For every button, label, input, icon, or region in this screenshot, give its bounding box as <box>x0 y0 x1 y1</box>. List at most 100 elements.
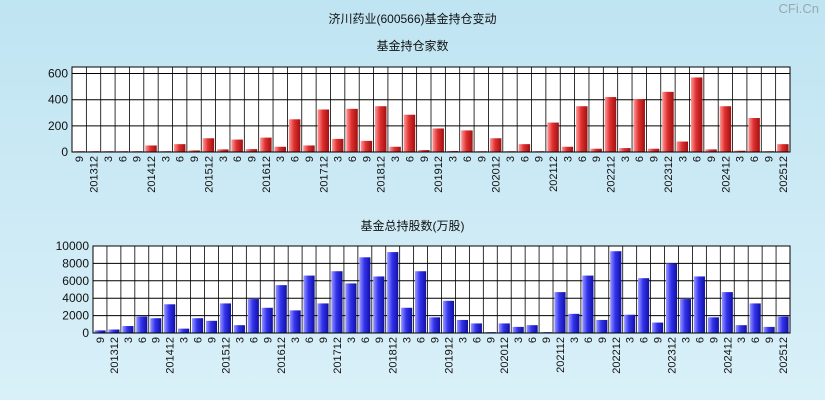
x-tick-label: 202512 <box>778 156 790 193</box>
bar <box>188 150 200 152</box>
x-tick-label: 201712 <box>318 156 330 193</box>
y-tick-label: 4000 <box>62 291 89 305</box>
bar <box>763 326 775 333</box>
bar <box>647 148 660 152</box>
bar <box>202 138 215 152</box>
bar <box>303 275 315 333</box>
x-tick-label: 3 <box>103 156 115 162</box>
bar <box>247 299 259 333</box>
x-tick-label: 202112 <box>548 156 560 192</box>
bar <box>568 313 580 333</box>
bar <box>596 319 608 333</box>
x-tick-label: 9 <box>708 337 720 343</box>
bar <box>317 303 329 333</box>
x-tick-label: 202512 <box>778 337 790 374</box>
bar <box>275 285 287 333</box>
x-tick-label: 6 <box>749 156 761 162</box>
bar <box>359 257 371 333</box>
bar <box>136 316 148 333</box>
y-tick-label: 0 <box>61 145 68 159</box>
x-tick-label: 3 <box>625 337 637 343</box>
x-tick-label: 9 <box>649 156 661 162</box>
x-tick-label: 3 <box>290 337 302 343</box>
bar <box>289 310 301 333</box>
bar <box>651 322 664 333</box>
x-tick-label: 9 <box>262 337 274 343</box>
bar <box>719 106 732 152</box>
x-tick-label: 3 <box>735 156 747 162</box>
bar <box>619 148 631 152</box>
bar <box>191 318 204 333</box>
bar <box>665 263 678 333</box>
bar <box>331 271 343 333</box>
bar <box>679 299 692 333</box>
x-tick-label: 3 <box>123 337 135 343</box>
x-tick-label: 202012 <box>499 337 511 374</box>
bar <box>576 106 588 152</box>
bar <box>470 323 482 333</box>
bar <box>518 144 531 152</box>
bar <box>749 303 761 333</box>
x-tick-label: 201512 <box>203 156 215 193</box>
bar <box>219 303 232 333</box>
y-tick-label: 400 <box>48 93 68 107</box>
bar <box>733 150 746 152</box>
x-tick-label: 201412 <box>146 156 158 193</box>
x-tick-label: 3 <box>620 156 632 162</box>
bar <box>590 148 602 152</box>
x-tick-label: 3 <box>160 156 172 162</box>
bar <box>164 304 176 333</box>
x-tick-label: 201912 <box>433 156 445 193</box>
plot-border-1 <box>71 66 791 153</box>
x-tick-label: 6 <box>462 156 474 162</box>
x-tick-label: 201312 <box>89 156 101 193</box>
y-tick-label: 200 <box>48 119 68 133</box>
x-tick-label: 6 <box>527 337 539 343</box>
bar <box>624 314 636 333</box>
x-tick-label: 9 <box>151 337 163 343</box>
x-tick-label: 6 <box>404 156 416 162</box>
bar <box>415 271 427 333</box>
x-tick-label: 9 <box>534 156 546 162</box>
x-tick-label: 201712 <box>332 337 344 374</box>
bar <box>735 325 747 333</box>
x-tick-label: 9 <box>485 337 497 343</box>
bar <box>604 97 617 152</box>
x-tick-label: 202212 <box>606 156 618 193</box>
x-tick-label: 9 <box>374 337 386 343</box>
x-tick-label: 9 <box>247 156 259 162</box>
x-tick-label: 9 <box>430 337 442 343</box>
x-tick-label: 6 <box>583 337 595 343</box>
bar <box>705 149 717 152</box>
x-tick-label: 201812 <box>376 156 388 193</box>
x-tick-label: 6 <box>137 337 149 343</box>
x-tick-label: 3 <box>457 337 469 343</box>
chart-2-title: 基金总持股数(万股) <box>360 219 465 233</box>
bar <box>346 108 358 152</box>
bar <box>707 317 719 333</box>
bar <box>387 252 399 333</box>
x-tick-label: 6 <box>193 337 205 343</box>
bar <box>373 276 385 333</box>
y-tick-label: 6000 <box>62 274 89 288</box>
bar <box>374 106 387 152</box>
bar <box>403 114 416 152</box>
x-tick-label: 9 <box>763 156 775 162</box>
x-tick-label: 6 <box>248 337 260 343</box>
y-tick-label: 10000 <box>56 239 90 253</box>
bar <box>122 326 134 333</box>
x-tick-label: 202312 <box>663 156 675 193</box>
bar <box>331 138 344 152</box>
x-tick-label: 201812 <box>388 337 400 374</box>
x-tick-label: 6 <box>360 337 372 343</box>
x-tick-label: 3 <box>218 156 230 162</box>
x-tick-label: 3 <box>346 337 358 343</box>
x-tick-label: 9 <box>361 156 373 162</box>
x-tick-label: 6 <box>347 156 359 162</box>
y-tick-label: 600 <box>48 67 68 81</box>
bar <box>178 328 190 333</box>
bar <box>498 323 510 333</box>
x-tick-label: 201512 <box>220 337 232 374</box>
x-tick-label: 9 <box>597 337 609 343</box>
